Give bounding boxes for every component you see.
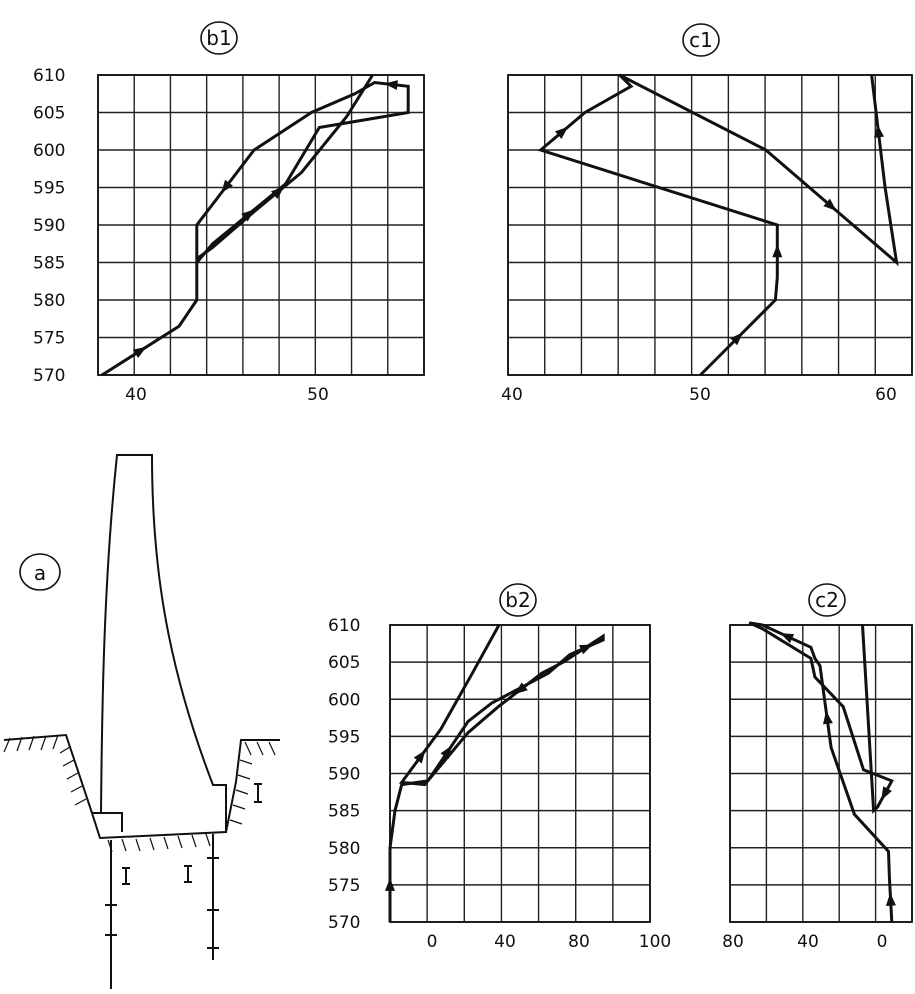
y-tick-label: 610 (328, 616, 360, 636)
y-tick-label: 570 (328, 913, 360, 933)
direction-arrow (270, 186, 285, 199)
pendulum-mark (122, 867, 130, 885)
plot-frame (729, 624, 913, 923)
x-tick-label: 80 (568, 932, 590, 952)
direction-arrow (554, 126, 569, 139)
x-tick-label: 40 (797, 932, 819, 952)
ground-hatch-left (3, 734, 87, 806)
panel-label-a: a (19, 553, 61, 591)
panel-label-text: b2 (505, 588, 530, 612)
y-tick-label: 575 (33, 329, 65, 349)
direction-arrow (885, 892, 896, 906)
direction-arrow (132, 346, 147, 359)
chart-b1: 610 605 600 595 590 585 580 575 570 40 50 (33, 66, 425, 405)
y-tick-label: 605 (33, 104, 65, 124)
direction-arrow (823, 198, 837, 211)
y-tick-label: 585 (33, 254, 65, 274)
direction-arrow (514, 682, 528, 695)
panel-label-text: b1 (206, 26, 231, 50)
panel-label-text: c2 (815, 588, 839, 612)
y-tick-label: 575 (328, 876, 360, 896)
plot-frame (97, 74, 425, 376)
y-tick-label: 605 (328, 653, 360, 673)
direction-arrow (385, 877, 395, 891)
chart-b2: 610 605 600 595 590 585 580 575 570 0 40 80 100 (328, 616, 671, 952)
direction-arrow (730, 332, 743, 346)
panel-label-c1: c1 (682, 23, 720, 57)
pendulum-mark (184, 865, 192, 883)
y-tick-label: 600 (328, 690, 360, 710)
plot-frame (507, 74, 913, 376)
series-line (537, 73, 899, 377)
y-tick-label: 590 (328, 765, 360, 785)
direction-arrow (780, 633, 795, 644)
dam-outline (90, 454, 227, 840)
x-tick-label: 40 (125, 385, 147, 405)
chart-c2: 80 40 0 (722, 621, 913, 952)
ground-right (225, 739, 280, 833)
direction-arrow (221, 179, 234, 194)
series-line (748, 621, 894, 923)
series-line (388, 624, 605, 922)
y-tick-label: 585 (328, 802, 360, 822)
label-circle (499, 583, 537, 617)
x-tick-label: 0 (427, 932, 438, 952)
y-tick-label: 595 (328, 727, 360, 747)
ground-hatch-right (229, 741, 276, 825)
direction-arrow (772, 244, 783, 258)
y-tick-label: 600 (33, 141, 65, 161)
label-circle (19, 553, 61, 591)
plot-frame (389, 624, 651, 923)
y-tick-label: 570 (33, 366, 65, 386)
direction-arrow (384, 80, 398, 91)
y-tick-label: 590 (33, 216, 65, 236)
panel-label-b2: b2 (499, 583, 537, 617)
x-tick-label: 100 (639, 932, 671, 952)
pendulum-mark (254, 783, 262, 803)
x-tick-label: 50 (689, 385, 711, 405)
direction-arrow (578, 644, 593, 655)
direction-arrow (440, 745, 452, 759)
label-circle (682, 23, 720, 57)
direction-arrow (874, 124, 884, 138)
panel-label-text: a (34, 561, 46, 585)
direction-arrow (413, 750, 426, 764)
y-tick-label: 595 (33, 179, 65, 199)
x-tick-label: 0 (877, 932, 888, 952)
ground-left (3, 733, 93, 814)
dam-cross-section (3, 454, 280, 989)
panel-label-c2: c2 (808, 583, 846, 617)
dam-heel (101, 812, 123, 832)
y-tick-label: 610 (33, 66, 65, 86)
direction-arrow (822, 710, 833, 725)
y-tick-label: 580 (33, 291, 65, 311)
x-tick-label: 80 (722, 932, 744, 952)
chart-c1: 40 50 60 (501, 73, 913, 405)
x-tick-label: 50 (307, 385, 329, 405)
label-circle (808, 583, 846, 617)
panel-label-b1: b1 (200, 21, 238, 55)
x-tick-label: 40 (501, 385, 523, 405)
x-tick-label: 60 (875, 385, 897, 405)
panel-label-text: c1 (689, 28, 713, 52)
direction-arrow (241, 209, 255, 222)
label-circle (200, 21, 238, 55)
x-tick-label: 40 (494, 932, 516, 952)
y-tick-label: 580 (328, 839, 360, 859)
direction-arrow (881, 786, 892, 801)
